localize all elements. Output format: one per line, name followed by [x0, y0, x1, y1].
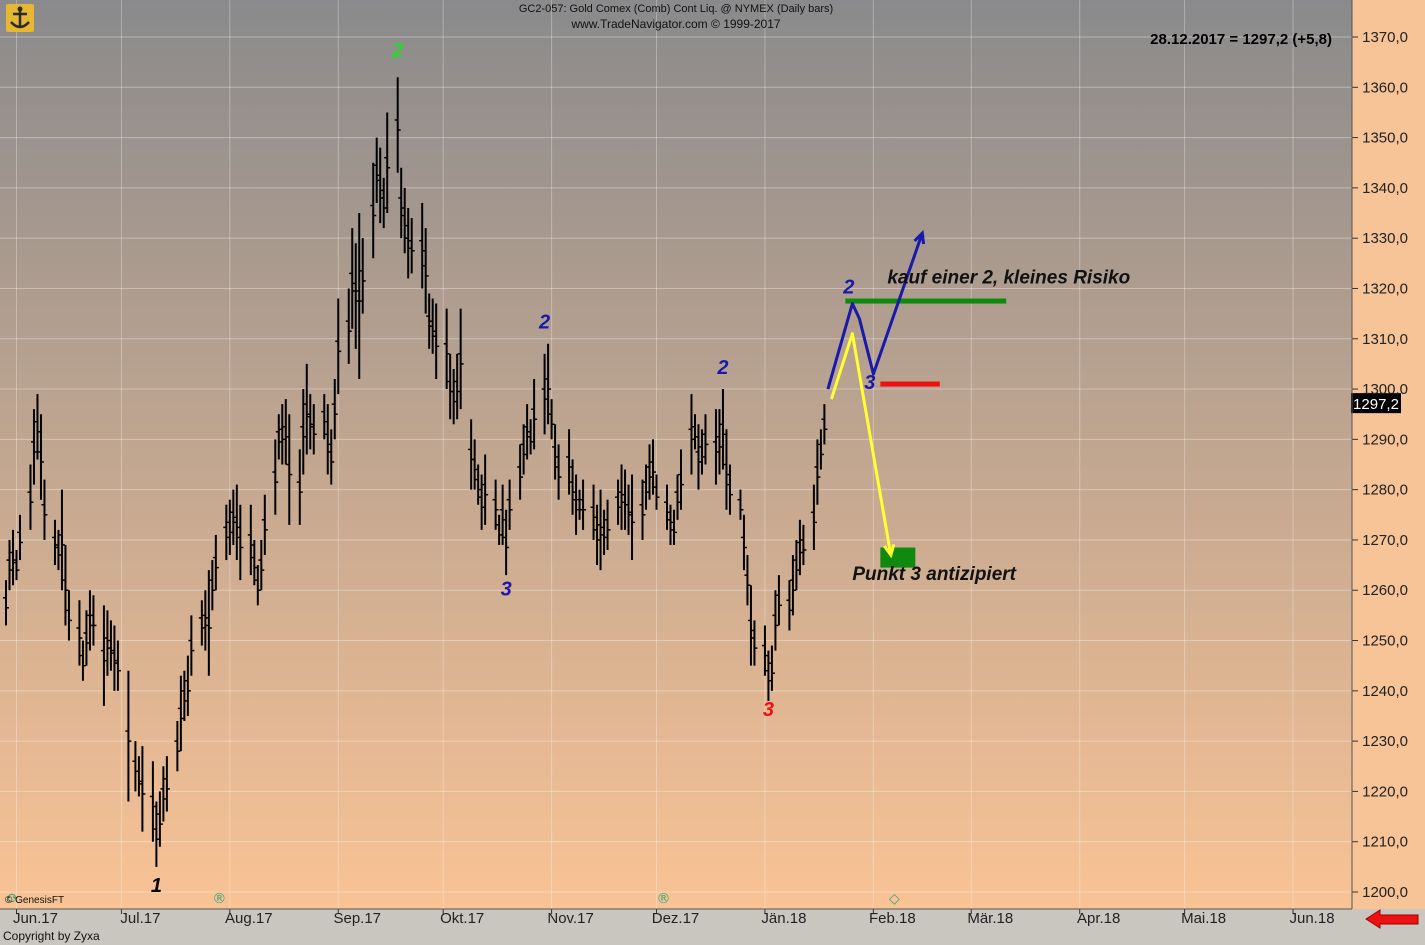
x-tick-label: Nov.17: [547, 910, 593, 927]
event-marker-icon: ®: [657, 891, 671, 907]
genesis-label: © GenesisFT: [5, 895, 65, 906]
x-tick-label: Jun.18: [1290, 910, 1335, 927]
gridlines: [0, 0, 1352, 909]
y-tick-label: 1350,0: [1362, 130, 1408, 147]
event-markers: ⟳ ® ® ◇: [7, 891, 900, 907]
wave-label: 2: [716, 357, 728, 379]
wave-label: 3: [501, 578, 512, 600]
y-tick-label: 1280,0: [1362, 482, 1408, 499]
plot-background: [0, 0, 1352, 909]
annotation-text: Punkt 3 antizipiert: [852, 564, 1016, 585]
logo-icon: [6, 4, 34, 32]
green-line: [845, 298, 1007, 304]
x-tick-label: Dez.17: [652, 910, 700, 927]
x-tick-label: Jän.18: [761, 910, 806, 927]
y-tick-label: 1240,0: [1362, 683, 1408, 700]
price-bars: [3, 77, 828, 867]
wave-label: 1: [151, 875, 162, 897]
y-tick-label: 1330,0: [1362, 230, 1408, 247]
x-tick-label: Jul.17: [120, 910, 160, 927]
y-tick-label: 1360,0: [1362, 79, 1408, 96]
y-tick-label: 1260,0: [1362, 582, 1408, 599]
annotation-text: kauf einer 2, kleines Risiko: [887, 267, 1130, 288]
red-line: [880, 381, 940, 387]
x-tick-label: Jun.17: [13, 910, 58, 927]
y-tick-label: 1200,0: [1362, 884, 1408, 901]
price-tag-box: [1351, 393, 1401, 414]
copyright-label: Copyright by Zyxa: [3, 929, 100, 943]
wave-label: 2: [538, 312, 550, 334]
chart-header-line1: GC2-057: Gold Comex (Comb) Cont Liq. @ N…: [518, 3, 834, 15]
scroll-right-arrow-icon[interactable]: [1365, 909, 1419, 929]
y-tick-label: 1250,0: [1362, 633, 1408, 650]
y-tick-label: 1210,0: [1362, 834, 1408, 851]
x-axis-panel: [0, 909, 1425, 945]
blue-projection-arrow: [826, 232, 924, 390]
projection-overlays: [826, 229, 1007, 568]
y-tick-label: 1320,0: [1362, 280, 1408, 297]
price-tag-label: 1297,2: [1353, 396, 1399, 413]
x-axis-ticks: Jun.17 Jul.17 Aug.17 Sep.17 Okt.17 Nov.17 Dez.…: [13, 909, 1335, 927]
event-marker-icon: ⟳: [7, 891, 19, 907]
wave-label: 2: [391, 40, 403, 62]
y-tick-label: 1230,0: [1362, 733, 1408, 750]
x-tick-label: Mär.18: [967, 910, 1013, 927]
wave-label: 3: [763, 699, 774, 721]
x-tick-label: Aug.17: [225, 910, 273, 927]
y-tick-label: 1370,0: [1362, 29, 1408, 46]
event-marker-icon: ®: [212, 891, 226, 907]
x-tick-label: Apr.18: [1077, 910, 1120, 927]
y-tick-label: 1220,0: [1362, 783, 1408, 800]
wave-label: 3: [864, 372, 875, 394]
yellow-projection-arrow-head: [883, 544, 896, 559]
blue-projection-arrow-head: [913, 229, 926, 245]
event-marker-icon: ◇: [889, 891, 900, 907]
x-tick-label: Okt.17: [440, 910, 484, 927]
y-tick-label: 1290,0: [1362, 431, 1408, 448]
x-tick-label: Sep.17: [333, 910, 381, 927]
y-axis-panel: [1352, 0, 1425, 909]
y-tick-label: 1270,0: [1362, 532, 1408, 549]
x-tick-label: Feb.18: [869, 910, 916, 927]
y-tick-label: 1340,0: [1362, 180, 1408, 197]
yellow-projection-arrow: [829, 332, 893, 556]
chart-header-line2: www.TradeNavigator.com © 1999-2017: [571, 17, 781, 31]
last-quote: 28.12.2017 = 1297,2 (+5,8): [1150, 31, 1332, 48]
y-tick-label: 1300,0: [1362, 381, 1408, 398]
y-tick-label: 1310,0: [1362, 331, 1408, 348]
wave-label: 2: [842, 277, 854, 299]
y-axis-ticks: 1370,0 1360,0 1350,0 1340,0 1330,0 1320,0 1310…: [1352, 29, 1408, 901]
wave-labels: 2 1 2 3 2 3 2 3 kauf einer 2, kleines Risiko Punk…: [151, 40, 1401, 897]
x-tick-label: Mai.18: [1181, 910, 1226, 927]
